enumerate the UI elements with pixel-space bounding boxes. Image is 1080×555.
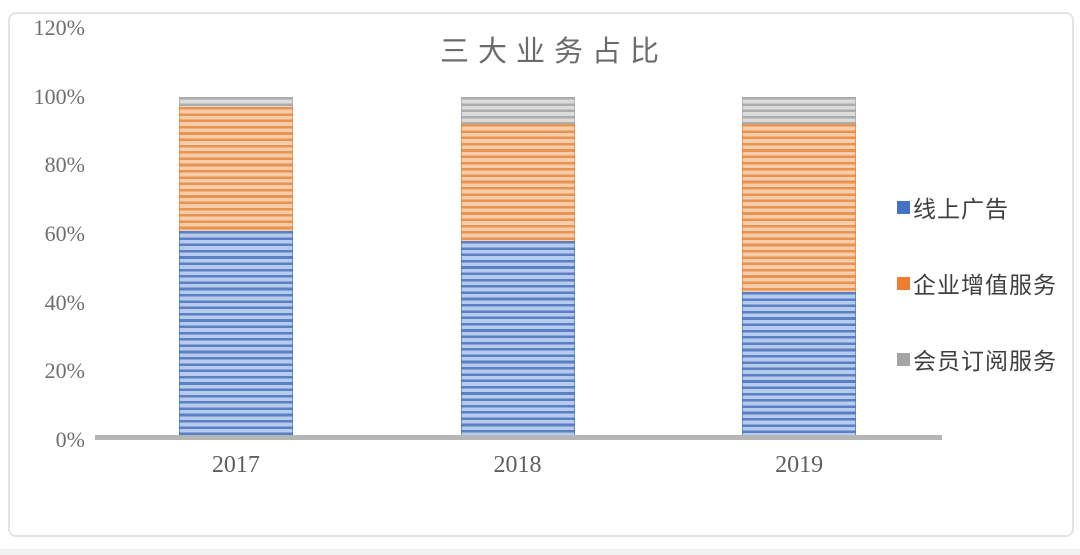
legend-label: 线上广告 (913, 197, 1009, 222)
legend-item-online-ads: 线上广告 (897, 194, 1009, 222)
bar-segment-2018-series-2 (460, 96, 575, 125)
x-axis-label-2017: 2017 (211, 452, 260, 478)
legend-swatch-online-ads (897, 200, 910, 214)
plot-area (95, 28, 940, 440)
bar-segment-2017-series-0 (178, 230, 293, 440)
y-axis-tick-20: 20% (44, 358, 85, 384)
legend: 线上广告 企业增值服务 会员订阅服务 (897, 0, 1077, 555)
page-bottom-shadow (0, 549, 1080, 555)
legend-item-member-subscription: 会员订阅服务 (897, 346, 1057, 374)
x-axis-line (95, 435, 942, 440)
bar-segment-2019-series-1 (742, 124, 857, 293)
legend-item-enterprise-vas: 企业增值服务 (897, 270, 1057, 298)
x-axis-label-2019: 2019 (775, 452, 824, 478)
bar-2018 (460, 96, 575, 440)
bar-segment-2017-series-2 (178, 96, 293, 108)
legend-label: 会员订阅服务 (913, 349, 1057, 374)
y-axis-tick-80: 80% (44, 152, 85, 178)
legend-swatch-enterprise-vas (897, 276, 910, 290)
bar-segment-2017-series-1 (178, 107, 293, 231)
bar-segment-2018-series-0 (460, 240, 575, 440)
bar-segment-2019-series-2 (742, 96, 857, 125)
legend-swatch-member-subscription (897, 352, 910, 366)
bar-2017 (178, 96, 293, 440)
chart-title: 三大业务占比 (439, 36, 668, 68)
legend-label: 企业增值服务 (913, 273, 1057, 298)
y-axis-tick-100: 100% (33, 83, 85, 109)
y-axis-tick-40: 40% (44, 289, 85, 315)
bar-segment-2018-series-1 (460, 124, 575, 241)
y-axis-tick-60: 60% (44, 221, 85, 246)
y-axis-tick-120: 120% (33, 15, 85, 40)
bar-2019 (742, 96, 857, 440)
bar-segment-2019-series-0 (742, 292, 857, 440)
x-axis-label-2018: 2018 (493, 452, 542, 478)
y-axis-tick-0: 0% (55, 427, 85, 452)
